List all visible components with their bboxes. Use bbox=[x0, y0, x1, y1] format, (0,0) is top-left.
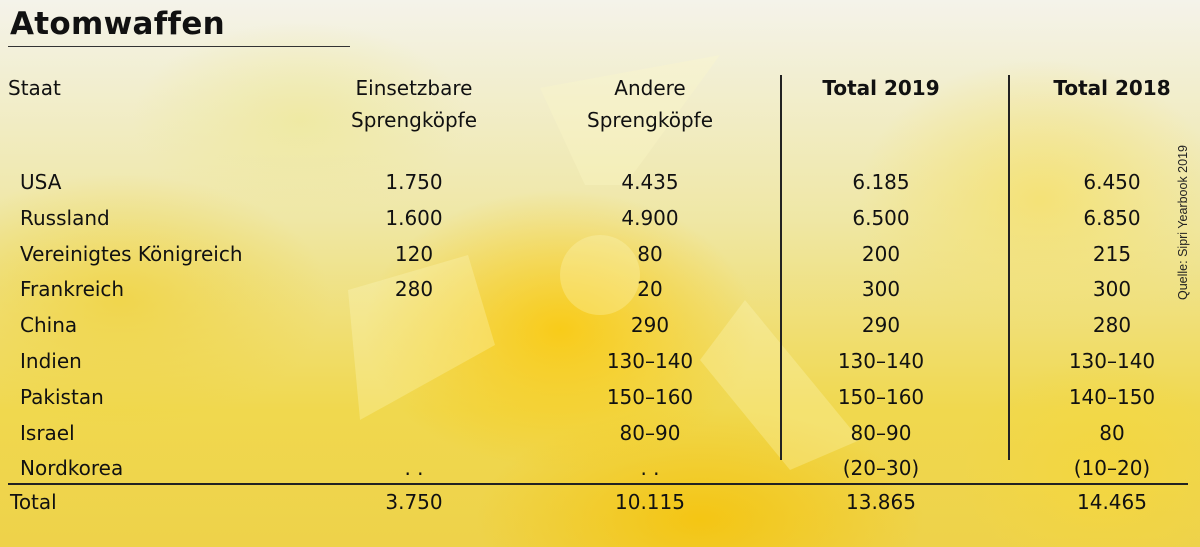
total-2018-cell: 80 bbox=[1099, 420, 1125, 445]
header-line: Staat bbox=[8, 76, 61, 100]
state-cell: Israel bbox=[20, 420, 75, 445]
state-cell: Frankreich bbox=[20, 277, 125, 302]
table-row: China 290 290 280 bbox=[0, 309, 1200, 341]
total-2018-cell: 6.850 bbox=[1083, 205, 1141, 230]
other-cell: 290 bbox=[630, 313, 670, 338]
total-2019-cell: 150–160 bbox=[837, 384, 925, 409]
total-2019-cell: 6.500 bbox=[852, 205, 910, 230]
page-title: Atomwaffen bbox=[10, 6, 226, 42]
header-line: Total 2019 bbox=[822, 76, 940, 100]
total-2018-cell: 280 bbox=[1092, 313, 1132, 338]
total-deployed: 3.750 bbox=[385, 490, 443, 514]
total-2019-cell: (20–30) bbox=[842, 456, 920, 481]
total-2019: 13.865 bbox=[846, 490, 916, 514]
total-2019-cell: 6.185 bbox=[852, 170, 910, 194]
total-2019-cell: 80–90 bbox=[850, 420, 912, 445]
total-2019-cell: 200 bbox=[861, 241, 901, 266]
table-row: Pakistan 150–160 150–160 140–150 bbox=[0, 381, 1200, 413]
other-cell: 80 bbox=[637, 241, 663, 266]
total-2018-cell: 215 bbox=[1092, 241, 1132, 266]
header-line: Andere bbox=[614, 76, 686, 100]
header-line: Total 2018 bbox=[1053, 76, 1171, 100]
table-row: USA 1.750 4.435 6.185 6.450 bbox=[0, 166, 1200, 198]
total-label: Total bbox=[10, 490, 57, 514]
other-cell: 150–160 bbox=[606, 384, 694, 409]
table-row: Russland 1.600 4.900 6.500 6.850 bbox=[0, 202, 1200, 234]
deployed-cell: 280 bbox=[394, 277, 434, 302]
deployed-cell: 120 bbox=[394, 241, 434, 266]
state-cell: Vereinigtes Königreich bbox=[20, 241, 243, 266]
table-row: Indien 130–140 130–140 130–140 bbox=[0, 345, 1200, 377]
header-line: Einsetzbare bbox=[355, 76, 473, 100]
title-underline bbox=[8, 46, 350, 47]
state-cell: Nordkorea bbox=[20, 456, 124, 481]
total-2018-cell: 130–140 bbox=[1068, 349, 1156, 373]
header-deployed: Einsetzbare Sprengköpfe bbox=[329, 72, 499, 136]
total-other: 10.115 bbox=[615, 490, 685, 514]
total-2018-cell: 6.450 bbox=[1083, 170, 1141, 194]
total-2018-cell: 140–150 bbox=[1068, 384, 1156, 409]
table-row: Nordkorea . . . . (20–30) (10–20) bbox=[0, 452, 1200, 484]
state-cell: Russland bbox=[20, 205, 110, 230]
table-row: Israel 80–90 80–90 80 bbox=[0, 417, 1200, 449]
total-2018: 14.465 bbox=[1077, 490, 1147, 514]
state-cell: Indien bbox=[20, 349, 82, 373]
total-2019-cell: 290 bbox=[861, 313, 901, 338]
header-staat: Staat bbox=[8, 72, 128, 104]
total-2019-cell: 300 bbox=[861, 277, 901, 302]
table-row: Vereinigtes Königreich 120 80 200 215 bbox=[0, 238, 1200, 270]
other-cell: 4.900 bbox=[621, 205, 679, 230]
column-divider bbox=[780, 75, 782, 460]
total-2018-cell: 300 bbox=[1092, 277, 1132, 302]
total-2018-cell: (10–20) bbox=[1073, 456, 1151, 481]
other-cell: 130–140 bbox=[606, 349, 694, 373]
total-2019-cell: 130–140 bbox=[837, 349, 925, 373]
total-divider bbox=[8, 483, 1188, 485]
header-line: Sprengköpfe bbox=[351, 108, 477, 132]
other-cell: 80–90 bbox=[619, 420, 681, 445]
table-row: Frankreich 280 20 300 300 bbox=[0, 273, 1200, 305]
column-divider bbox=[1008, 75, 1010, 460]
header-total-2018: Total 2018 bbox=[1027, 72, 1197, 104]
header-total-2019: Total 2019 bbox=[796, 72, 966, 104]
deployed-cell: 1.600 bbox=[385, 205, 443, 230]
header-other: Andere Sprengköpfe bbox=[565, 72, 735, 136]
header-line: Sprengköpfe bbox=[587, 108, 713, 132]
deployed-cell: 1.750 bbox=[385, 170, 443, 194]
source-note: Quelle: Sipri Yearbook 2019 bbox=[1176, 145, 1190, 300]
state-cell: USA bbox=[20, 170, 62, 194]
state-cell: Pakistan bbox=[20, 384, 104, 409]
other-cell: 20 bbox=[637, 277, 663, 302]
other-cell: 4.435 bbox=[621, 170, 679, 194]
total-row: Total 3.750 10.115 13.865 14.465 bbox=[0, 486, 1200, 518]
other-cell: . . bbox=[640, 456, 660, 481]
state-cell: China bbox=[20, 313, 78, 338]
deployed-cell: . . bbox=[404, 456, 424, 481]
